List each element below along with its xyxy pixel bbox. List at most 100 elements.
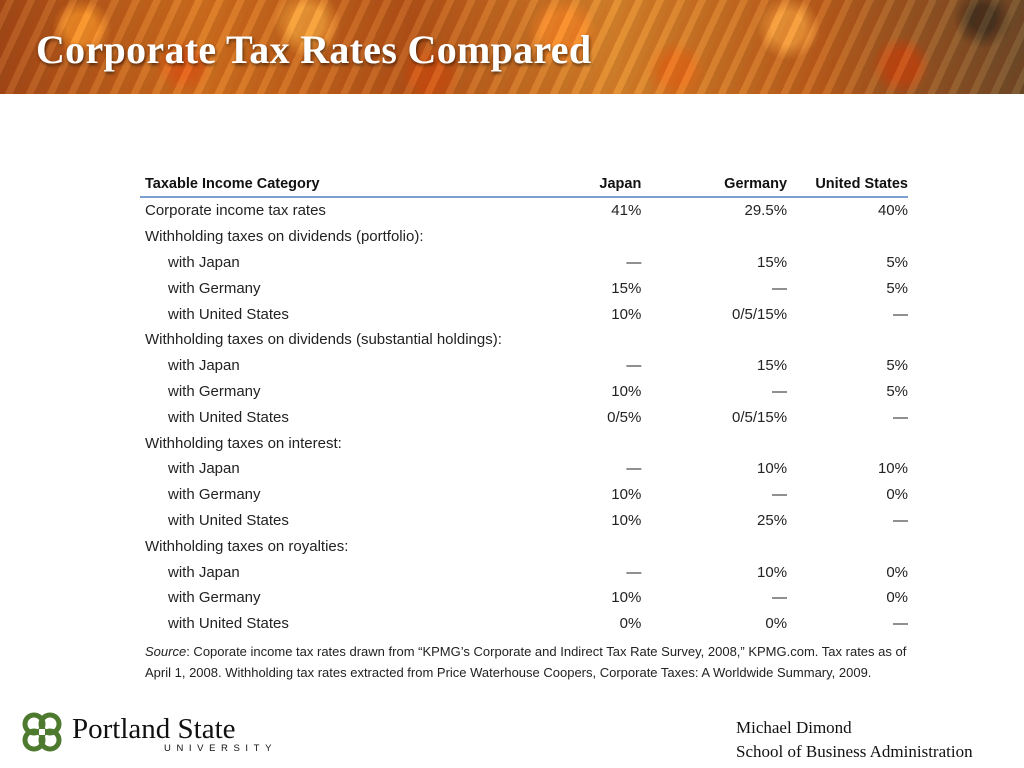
united-states-cell [787,224,908,250]
row-label: Withholding taxes on interest: [145,434,342,452]
table-row: Withholding taxes on dividends (portfoli… [140,224,908,250]
united-states-cell: 0% [886,563,908,581]
title-banner [0,0,1024,94]
japan-cell: — [626,460,642,478]
united-states-cell: 5% [886,253,908,271]
germany-cell: 0/5/15% [732,305,788,323]
presenter-department: School of Business Administration [736,742,973,761]
germany-cell: 15% [757,357,788,375]
germany-cell [641,533,787,559]
japan-cell: 0/5% [607,408,642,426]
column-header-germany: Germany [641,171,788,198]
united-states-cell: 10% [877,460,908,478]
united-states-cell: — [893,408,908,426]
row-label: with Germany [168,486,261,504]
row-label: with United States [168,305,289,323]
japan-cell: 0% [619,615,642,633]
table-row: with Japan — 10% 0% [140,559,908,585]
japan-cell: 10% [611,305,642,323]
row-label: with United States [168,511,289,529]
germany-cell: — [772,486,788,504]
japan-cell [551,430,641,456]
table-row: with United States 10% 25% — [140,508,908,534]
slide-title: Corporate Tax Rates Compared [36,27,592,72]
germany-cell [641,327,787,353]
row-label: with Japan [168,357,240,375]
germany-cell [641,430,787,456]
japan-cell [551,533,641,559]
presenter-info: Michael Dimond School of Business Admini… [736,716,973,764]
united-states-cell: — [893,615,908,633]
column-header-united-states: United States [787,171,908,198]
japan-cell [551,224,641,250]
row-label: with Germany [168,382,261,400]
table-row: with Germany 10% — 0% [140,482,908,508]
germany-cell: — [772,382,788,400]
united-states-cell: 0% [886,589,908,607]
table-body: Corporate income tax rates 41% 29.5% 40% Wit… [140,197,908,637]
university-name: Portland State [72,713,236,745]
table-row: Withholding taxes on royalties: [140,533,908,559]
presenter-name: Michael Dimond [736,718,852,737]
united-states-cell: 5% [886,382,908,400]
table-row: with Japan — 15% 5% [140,250,908,276]
row-label: with United States [168,408,289,426]
table-row: with Germany 10% — 5% [140,379,908,405]
table-row: Withholding taxes on interest: [140,430,908,456]
germany-cell: 10% [757,460,788,478]
germany-cell [641,224,787,250]
table-row: with Germany 15% — 5% [140,275,908,301]
row-label: with United States [168,615,289,633]
japan-cell [551,327,641,353]
row-label: with Germany [168,279,261,297]
germany-cell: 25% [757,511,788,529]
table-row: with Germany 10% — 0% [140,585,908,611]
table-row: with Japan — 15% 5% [140,353,908,379]
university-logo-text: Portland State UNIVERSITY [72,714,277,754]
row-label: Withholding taxes on dividends (portfoli… [145,228,424,246]
row-label: Withholding taxes on royalties: [145,537,349,555]
tax-rate-table: Taxable Income Category Japan Germany Un… [140,171,908,637]
united-states-cell: 5% [886,279,908,297]
row-label: with Germany [168,589,261,607]
germany-cell: 10% [757,563,788,581]
source-label: Source [145,644,187,659]
source-text: : Coporate income tax rates drawn from “… [145,644,907,680]
germany-cell: — [772,279,788,297]
table-row: with United States 0% 0% — [140,611,908,637]
row-label: Withholding taxes on dividends (substant… [145,331,502,349]
university-subtitle: UNIVERSITY [164,743,278,754]
row-label: with Japan [168,563,240,581]
japan-cell: — [626,563,642,581]
table-row: with United States 0/5% 0/5/15% — [140,404,908,430]
table-header-row: Taxable Income Category Japan Germany Un… [140,171,908,198]
japan-cell: 10% [611,511,642,529]
united-states-cell: — [893,305,908,323]
row-label: with Japan [168,460,240,478]
row-label: Corporate income tax rates [145,202,326,220]
table-row: with United States 10% 0/5/15% — [140,301,908,327]
united-states-cell [787,533,908,559]
united-states-cell: 5% [886,357,908,375]
psu-leaf-logo-icon [22,712,62,752]
table-row: Corporate income tax rates 41% 29.5% 40% [140,197,908,224]
japan-cell: 10% [611,589,642,607]
column-header-japan: Japan [551,171,642,198]
united-states-cell [787,430,908,456]
japan-cell: 15% [611,279,642,297]
germany-cell: 0/5/15% [732,408,788,426]
germany-cell: 0% [765,615,788,633]
column-header-category: Taxable Income Category [140,171,552,198]
germany-cell: — [772,589,788,607]
united-states-cell: 40% [877,202,908,220]
japan-cell: 10% [611,486,642,504]
row-label: with Japan [168,253,240,271]
united-states-cell: 0% [886,486,908,504]
table-row: with Japan — 10% 10% [140,456,908,482]
japan-cell: 10% [611,382,642,400]
japan-cell: 41% [611,202,642,220]
table-row: Withholding taxes on dividends (substant… [140,327,908,353]
source-note: Source: Coporate income tax rates drawn … [145,641,915,683]
united-states-cell: — [893,511,908,529]
germany-cell: 29.5% [744,202,788,220]
